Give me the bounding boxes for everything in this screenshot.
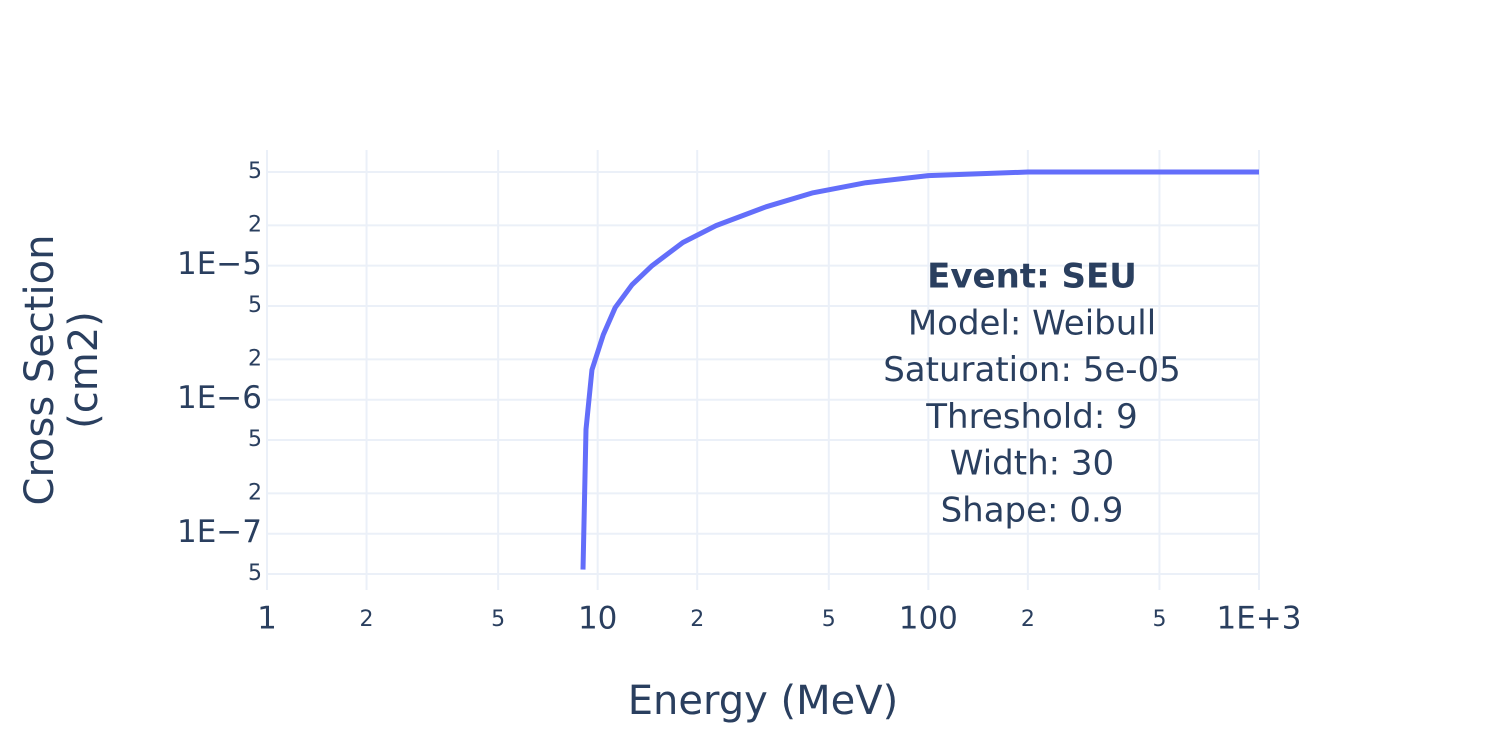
annotation-line: Event: SEU <box>927 257 1137 297</box>
x-tick-label: 10 <box>578 601 617 637</box>
y-tick-label: 5 <box>248 427 262 452</box>
annotation-line: Saturation: 5e-05 <box>883 350 1181 390</box>
y-tick-label: 1E−7 <box>177 514 262 550</box>
y-axis-title: (cm2) <box>61 311 107 429</box>
x-tick-label: 5 <box>822 607 836 632</box>
y-tick-label: 2 <box>248 212 262 237</box>
x-tick-label: 2 <box>1021 607 1035 632</box>
annotation-line: Shape: 0.9 <box>941 491 1124 531</box>
y-tick-label: 5 <box>248 293 262 318</box>
data-line <box>580 169 1259 570</box>
annotation-line: Threshold: 9 <box>925 397 1137 437</box>
x-axis-title: Energy (MeV) <box>628 678 898 724</box>
y-axis-title: Cross Section <box>17 235 63 506</box>
x-tick-label: 5 <box>491 607 505 632</box>
grid <box>266 150 1260 590</box>
y-tick-label: 2 <box>248 480 262 505</box>
y-tick-label: 5 <box>248 159 262 184</box>
y-tick-label: 1E−5 <box>177 246 262 282</box>
annotation-line: Model: Weibull <box>908 303 1156 343</box>
plot-area <box>580 169 1259 570</box>
x-tick-label: 2 <box>360 607 374 632</box>
y-tick-label: 5 <box>248 561 262 586</box>
x-tick-label: 5 <box>1152 607 1166 632</box>
y-tick-label: 1E−6 <box>177 380 262 416</box>
y-tick-label: 2 <box>248 346 262 371</box>
x-tick-label: 1 <box>257 601 277 637</box>
x-tick-label: 1E+3 <box>1216 601 1301 637</box>
annotation-line: Width: 30 <box>950 444 1114 484</box>
x-tick-label: 100 <box>899 601 958 637</box>
x-tick-label: 2 <box>690 607 704 632</box>
